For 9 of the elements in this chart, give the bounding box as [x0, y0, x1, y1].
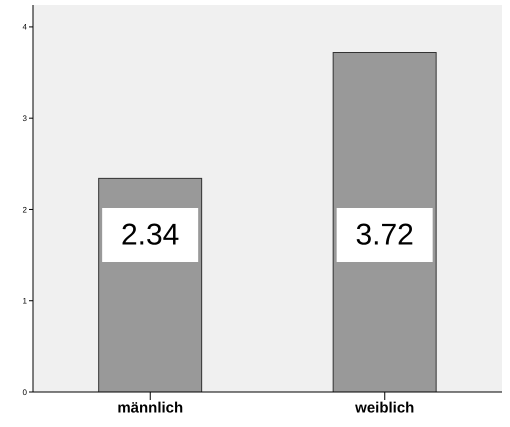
y-tick-label: 4 — [22, 22, 28, 32]
x-tick-label: weiblich — [354, 400, 414, 417]
y-tick-label: 2 — [22, 205, 28, 214]
y-tick-label: 3 — [22, 114, 28, 124]
y-tick-label: 0 — [22, 388, 28, 397]
x-tick-label: männlich — [117, 400, 184, 417]
data-label: 2.34 — [120, 218, 180, 252]
y-tick-label: 1 — [22, 296, 28, 306]
data-label: 3.72 — [355, 218, 414, 252]
